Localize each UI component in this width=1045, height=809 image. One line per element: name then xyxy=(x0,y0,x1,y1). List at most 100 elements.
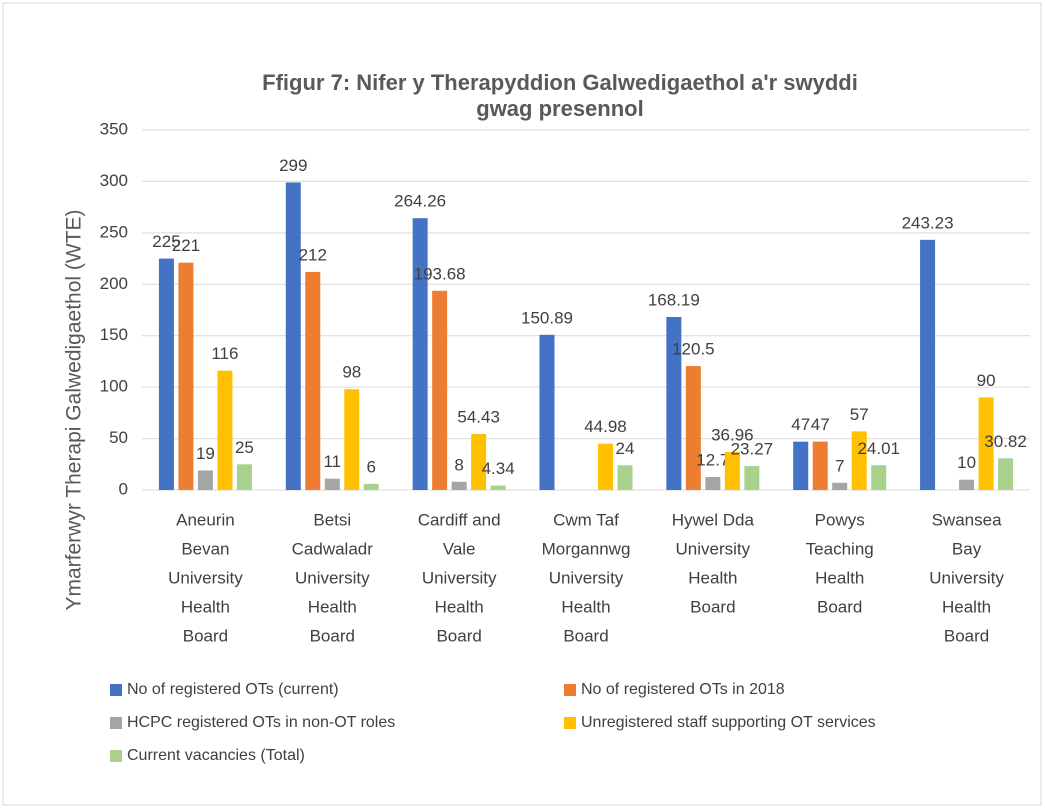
legend-label: No of registered OTs in 2018 xyxy=(581,681,785,698)
x-tick-label: University xyxy=(168,568,243,587)
x-tick-label: Health xyxy=(435,597,484,616)
bar xyxy=(197,470,213,490)
bar xyxy=(851,431,867,490)
bar xyxy=(724,451,740,490)
legend-swatch xyxy=(564,684,576,696)
data-label: 11 xyxy=(323,452,341,471)
x-tick-label: Health xyxy=(815,568,864,587)
data-label: 47 xyxy=(791,415,810,434)
legend-label: HCPC registered OTs in non-OT roles xyxy=(127,714,395,731)
bar xyxy=(285,182,301,490)
x-tick-label: Aneurin xyxy=(176,510,235,529)
x-tick-label: Board xyxy=(183,626,228,645)
bar xyxy=(705,476,721,490)
data-label: 120.5 xyxy=(672,340,715,359)
x-tick-label: University xyxy=(422,568,497,587)
data-label: 24 xyxy=(616,439,635,458)
y-axis-label: Ymarferwyr Therapi Galwedigaethol (WTE) xyxy=(63,209,86,610)
x-tick-label: Health xyxy=(688,568,737,587)
x-tick-label: Board xyxy=(436,626,481,645)
x-tick-label: Health xyxy=(942,597,991,616)
y-tick-label: 150 xyxy=(100,325,128,344)
data-label: 44.98 xyxy=(584,417,627,436)
bar xyxy=(490,485,506,490)
data-label: 57 xyxy=(850,405,869,424)
x-tick-label: Board xyxy=(563,626,608,645)
data-label: 30.82 xyxy=(984,432,1027,451)
data-label: 264.26 xyxy=(394,192,446,211)
x-tick-label: Board xyxy=(310,626,355,645)
data-label: 54.43 xyxy=(457,407,500,426)
legend-swatch xyxy=(564,717,576,729)
bar xyxy=(432,290,448,490)
bar xyxy=(539,334,555,490)
data-label: 225 xyxy=(152,232,180,251)
bar xyxy=(324,478,340,490)
bar xyxy=(344,389,360,490)
legend-label: Unregistered staff supporting OT service… xyxy=(581,714,876,731)
bar xyxy=(793,441,809,490)
x-tick-label: University xyxy=(676,539,751,558)
data-label: 36.96 xyxy=(711,425,754,444)
data-label: 47 xyxy=(811,415,830,434)
x-tick-label: Board xyxy=(817,597,862,616)
data-label: 90 xyxy=(977,371,996,390)
x-tick-label: University xyxy=(295,568,370,587)
legend-swatch xyxy=(110,750,122,762)
bar xyxy=(158,258,174,490)
y-tick-label: 250 xyxy=(100,222,128,241)
data-label: 212 xyxy=(299,245,327,264)
x-tick-label: Swansea xyxy=(932,510,1002,529)
bar xyxy=(832,482,848,490)
bar xyxy=(451,481,467,490)
x-tick-label: Cadwaladr xyxy=(292,539,374,558)
x-tick-label: Powys xyxy=(815,510,865,529)
x-tick-label: Bay xyxy=(952,539,982,558)
x-tick-label: Health xyxy=(561,597,610,616)
x-tick-label: Board xyxy=(944,626,989,645)
bar xyxy=(920,239,936,490)
y-tick-label: 0 xyxy=(119,479,128,498)
data-label: 116 xyxy=(211,344,238,363)
legend-label: Current vacancies (Total) xyxy=(127,747,305,764)
bar xyxy=(812,441,828,490)
bar xyxy=(666,317,682,490)
data-label: 193.68 xyxy=(414,264,466,283)
data-label: 12.7 xyxy=(696,450,729,469)
data-label: 6 xyxy=(367,457,376,476)
x-tick-label: Cardiff and xyxy=(418,510,501,529)
x-tick-label: Cwm Taf xyxy=(553,510,619,529)
bar xyxy=(744,466,760,490)
bar xyxy=(217,370,233,490)
bar xyxy=(871,465,887,490)
bar xyxy=(978,397,994,490)
data-label: 168.19 xyxy=(648,290,700,309)
data-label: 19 xyxy=(196,444,215,463)
data-label: 10 xyxy=(957,453,976,472)
x-tick-label: Teaching xyxy=(806,539,874,558)
y-tick-label: 100 xyxy=(100,377,128,396)
data-label: 7 xyxy=(835,456,844,475)
x-tick-label: Board xyxy=(690,597,735,616)
data-label: 25 xyxy=(235,438,254,457)
data-label: 150.89 xyxy=(521,308,573,327)
bar xyxy=(305,271,321,490)
bar xyxy=(471,434,487,490)
x-tick-label: Betsi xyxy=(313,510,351,529)
y-tick-label: 350 xyxy=(100,119,128,138)
bar xyxy=(959,479,975,490)
bar xyxy=(412,218,428,491)
legend-swatch xyxy=(110,717,122,729)
data-label: 299 xyxy=(279,156,307,175)
bar xyxy=(998,458,1014,490)
data-label: 98 xyxy=(342,363,361,382)
x-tick-label: University xyxy=(549,568,624,587)
bar xyxy=(363,483,379,490)
data-label: 221 xyxy=(172,236,200,255)
legend-label: No of registered OTs (current) xyxy=(127,681,339,698)
x-tick-label: Morgannwg xyxy=(542,539,631,558)
bar xyxy=(236,464,252,490)
